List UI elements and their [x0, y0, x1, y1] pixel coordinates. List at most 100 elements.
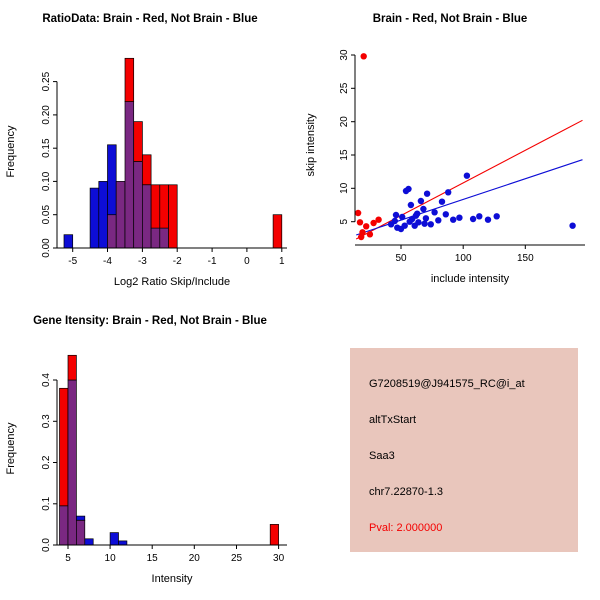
x-tick-label: -1: [208, 256, 217, 267]
data-point-blue: [401, 222, 408, 229]
hist-bar-segment: [115, 181, 126, 249]
data-point-red: [358, 233, 365, 241]
hist-bar-segment: [124, 101, 135, 249]
hist-bar-segment: [67, 354, 77, 381]
location-text: chr7.22870-1.3: [369, 486, 443, 498]
hist-bar-segment: [159, 227, 169, 249]
probe-id-text: G7208519@J941575_RC@i_at: [369, 378, 525, 390]
x-tick-label: 150: [517, 253, 534, 264]
data-point-blue: [407, 201, 415, 209]
histogram-svg: -5 -4 -3 -2 -1 0 1 0.00 0.05 0.10 0.15 0.20 0.25 Log2…: [5, 57, 287, 288]
data-point-blue: [427, 221, 434, 228]
intensity-scatter-chart: 50 100 150 5 10 15 20 25 30 include intensity skip…: [300, 0, 600, 300]
x-tick-label: -5: [68, 256, 77, 267]
info-panel: G7208519@J941575_RC@i_at altTxStart Saa3…: [350, 348, 578, 552]
hist-bar-segment: [133, 121, 143, 162]
data-point-blue: [391, 217, 398, 225]
panel-gene-intensity-histogram: Gene Itensity: Brain - Red, Not Brain - …: [0, 300, 300, 600]
hist-bar-segment: [133, 161, 143, 249]
y-tick-label: 0.4: [41, 373, 52, 387]
x-tick-label: 1: [279, 256, 285, 267]
data-point-blue: [493, 213, 500, 220]
data-point-blue: [431, 209, 438, 216]
hist-bar-segment: [124, 57, 135, 102]
regression-line-red: [355, 119, 583, 240]
x-tick-label: 25: [231, 553, 243, 564]
data-point-red: [356, 219, 364, 226]
hist-bar-segment: [150, 227, 161, 249]
hist-bar-segment: [63, 234, 74, 249]
hist-bar-segment: [107, 214, 117, 249]
y-tick-label: 0.00: [41, 238, 52, 258]
x-tick-label: -2: [173, 256, 182, 267]
panel-ratio-histogram: RatioData: Brain - Red, Not Brain - Blue…: [0, 0, 300, 300]
hist-bar-segment: [107, 144, 117, 216]
hist-bar-segment: [109, 532, 119, 546]
hist-bar-segment: [150, 184, 161, 229]
data-point-blue: [420, 205, 427, 213]
hist-bar-segment: [84, 538, 94, 546]
intensity-scatter-title: Brain - Red, Not Brain - Blue: [372, 13, 528, 25]
x-tick-label: -4: [103, 256, 112, 267]
data-point-blue: [456, 214, 463, 221]
data-point-blue: [421, 220, 428, 227]
x-tick-label: -3: [138, 256, 147, 267]
y-axis-label: Frequency: [5, 422, 17, 474]
ratio-histogram-title: RatioData: Brain - Red, Not Brain - Blue: [42, 13, 258, 25]
x-tick-label: 15: [147, 553, 159, 564]
y-tick-label: 0.25: [41, 71, 52, 91]
hist-bar-segment: [168, 184, 178, 249]
pval-text: Pval: 2.000000: [369, 522, 443, 534]
x-tick-label: 10: [105, 553, 117, 564]
y-tick-label: 30: [339, 49, 350, 61]
panel-intensity-scatter: Brain - Red, Not Brain - Blue 50 100 150 5 1…: [300, 0, 600, 300]
data-point-blue: [423, 190, 431, 197]
y-tick-label: 10: [339, 182, 350, 194]
x-axis-label: include intensity: [431, 273, 510, 285]
y-axis-label: skip intensity: [305, 113, 317, 176]
x-tick-label: 30: [273, 553, 285, 564]
hist-bar-segment: [59, 505, 69, 546]
data-point-blue: [417, 197, 425, 205]
data-point-blue: [469, 215, 477, 223]
data-point-blue: [463, 172, 471, 179]
histogram-svg: 5 10 15 20 25 30 0.0 0.1 0.2 0.3 0.4 Intensity Frequ…: [5, 354, 287, 585]
hist-bar-segment: [159, 184, 169, 229]
x-tick-label: 100: [455, 253, 472, 264]
y-tick-label: 0.15: [41, 138, 52, 158]
hist-bar-segment: [142, 154, 152, 186]
data-point-blue: [445, 189, 452, 196]
y-tick-label: 5: [339, 218, 350, 224]
data-point-red: [363, 223, 370, 230]
data-point-blue: [442, 211, 449, 218]
event-type-text: altTxStart: [369, 414, 417, 426]
y-tick-label: 0.10: [41, 171, 52, 191]
data-point-red: [360, 53, 367, 60]
data-point-blue: [415, 219, 422, 226]
x-tick-label: 5: [65, 553, 71, 564]
hist-bar-segment: [76, 515, 86, 521]
hist-bar-segment: [118, 540, 128, 546]
y-axis-label: Frequency: [5, 125, 17, 177]
data-point-blue: [405, 185, 412, 193]
data-point-blue: [438, 198, 446, 205]
data-point-blue: [476, 213, 483, 220]
hist-bar-segment: [269, 524, 279, 546]
data-point-red: [354, 209, 362, 217]
data-point-red: [370, 219, 377, 227]
panel-info: G7208519@J941575_RC@i_at altTxStart Saa3…: [300, 300, 600, 600]
x-axis-label: Log2 Ratio Skip/Include: [114, 276, 230, 288]
hist-bar-segment: [98, 181, 108, 249]
scatter-svg: 50 100 150 5 10 15 20 25 30 include intensity skip…: [305, 49, 585, 285]
data-point-red: [375, 216, 382, 223]
data-point-blue: [435, 217, 442, 224]
y-tick-label: 0.2: [41, 455, 52, 469]
data-point-red: [366, 231, 374, 238]
data-point-blue: [399, 213, 406, 221]
gene-intensity-histogram-chart: 5 10 15 20 25 30 0.0 0.1 0.2 0.3 0.4 Intensity Frequ…: [0, 300, 300, 600]
hist-bar-segment: [67, 379, 77, 546]
data-point-blue: [484, 216, 492, 223]
hist-bar-segment: [142, 184, 152, 249]
y-tick-label: 0.20: [41, 105, 52, 125]
